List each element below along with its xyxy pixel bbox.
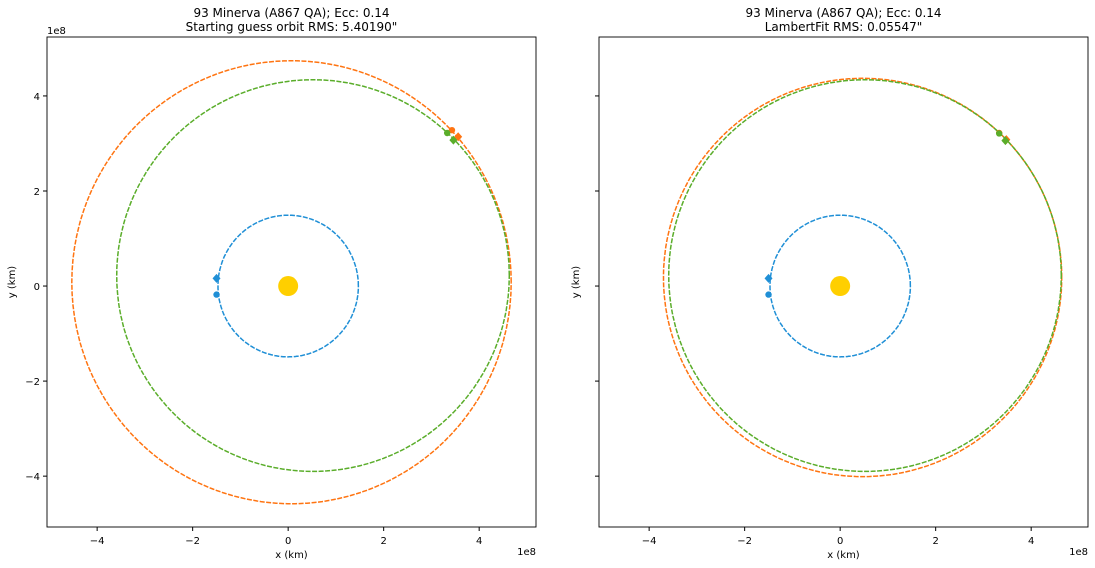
x-tick-label: 4 (476, 536, 482, 547)
x-tick-label: 0 (837, 536, 843, 547)
y-axis-label: y (km) (7, 266, 18, 299)
point-dot-1 (213, 291, 220, 298)
plot-area (662, 77, 1063, 478)
chart-title-line2: LambertFit RMS: 0.05547" (765, 20, 923, 34)
x-scale-label: 1e8 (1069, 547, 1088, 558)
point-dot-4 (443, 129, 451, 137)
y-tick-label: −2 (25, 377, 40, 388)
x-tick-label: 0 (285, 536, 291, 547)
point-diamond-5 (1001, 136, 1010, 146)
orbit-line-0 (769, 214, 912, 358)
y-scale-label: 1e8 (47, 26, 66, 37)
point-dot-1 (765, 291, 772, 298)
axes-frame (46, 36, 537, 528)
y-tick-label: 0 (34, 282, 40, 293)
axes-frame (598, 36, 1089, 528)
subplot-1: −4 −2 0 2 4 −4 −2 0 2 4 93 Minerva (A867 QA); Ecc:… (7, 6, 537, 561)
x-tick-label: −4 (642, 536, 657, 547)
point-diamond-0 (212, 273, 221, 283)
chart-title-line2: Starting guess orbit RMS: 5.40190" (186, 20, 398, 34)
chart-title-line1: 93 Minerva (A867 QA); Ecc: 0.14 (193, 6, 389, 20)
x-tick-label: 4 (1028, 536, 1034, 547)
orbit-line-1 (662, 77, 1063, 478)
orbit-line-0 (217, 214, 360, 358)
y-tick-label: 4 (34, 92, 40, 103)
y-tick-label: −4 (25, 472, 40, 483)
point-diamond-0 (764, 273, 773, 283)
orbit-line-2 (115, 79, 511, 473)
x-axis-label: x (km) (827, 550, 860, 561)
x-tick-label: −2 (185, 536, 200, 547)
orbit-line-2 (667, 79, 1063, 473)
x-axis-label: x (km) (275, 550, 308, 561)
orbit-line-1 (71, 60, 512, 505)
sun-marker (830, 276, 851, 297)
x-tick-label: −2 (737, 536, 752, 547)
x-tick-label: −4 (90, 536, 105, 547)
point-dot-2 (448, 126, 456, 134)
x-scale-label: 1e8 (517, 547, 536, 558)
subplot-2: −4 −2 0 2 4 93 Minerva (A867 QA); Ecc: 0.14La… (571, 6, 1089, 561)
x-tick-label: 2 (932, 536, 938, 547)
point-dot-4 (995, 130, 1003, 137)
point-diamond-5 (449, 135, 458, 145)
chart-title-line1: 93 Minerva (A867 QA); Ecc: 0.14 (745, 6, 941, 20)
y-tick-label: 2 (34, 187, 40, 198)
y-axis-label: y (km) (571, 266, 582, 299)
plot-area (71, 60, 512, 505)
x-tick-label: 2 (380, 536, 386, 547)
sun-marker (278, 276, 299, 297)
